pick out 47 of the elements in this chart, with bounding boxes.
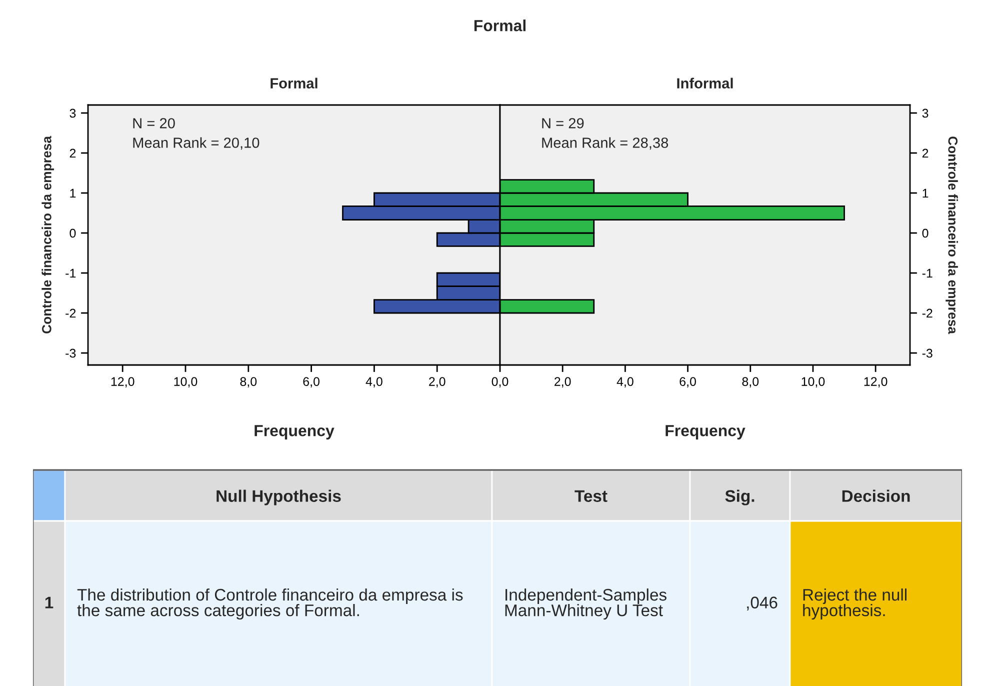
text: Independent-Samples Mann-Whitney U Test [505, 588, 666, 620]
x-tick-label: 10,0 [802, 377, 825, 388]
x-tick-label: 2,0 [554, 377, 571, 388]
text: Decision [842, 490, 910, 502]
text: 1 [45, 596, 54, 608]
y-tick-label: 2 [922, 148, 928, 158]
annotation: N = 20 [133, 118, 175, 128]
annotation: N = 29 [542, 118, 584, 128]
text: The distribution of Controle financeiro da empresa is the same across categories of Formal. [77, 588, 463, 620]
text: Reject the null hypothesis. [803, 588, 906, 620]
y-tick-label: -2 [66, 308, 76, 318]
y-tick-label: 0 [70, 228, 76, 238]
x-tick-label: 8,0 [240, 377, 257, 388]
y-tick-label: -3 [922, 348, 932, 358]
x-axis-title: Frequency [666, 425, 746, 440]
y-tick-label: 3 [922, 108, 928, 118]
y-tick-label: -3 [66, 348, 76, 358]
x-tick-label: 10,0 [174, 377, 198, 388]
x-tick-label: 4,0 [616, 377, 634, 388]
y-axis-title: Controle financeiro da empresa [42, 136, 54, 334]
y-tick-label: -1 [922, 268, 932, 278]
x-tick-label: 2,0 [429, 377, 446, 388]
annotation: Mean Rank = 20,10 [133, 137, 260, 150]
annotation: Mean Rank = 28,38 [542, 137, 668, 150]
text: Null Hypothesis [216, 490, 341, 506]
y-tick-label: 1 [922, 188, 928, 198]
y-axis-title: Controle financeiro da empresa [946, 136, 958, 334]
x-tick-label: 6,0 [680, 377, 696, 388]
chart-title: Formal [270, 78, 318, 88]
chart-title: Informal [677, 78, 733, 88]
y-tick-label: -2 [922, 308, 932, 318]
y-tick-label: 3 [70, 108, 76, 118]
y-tick-label: -1 [66, 268, 76, 278]
x-axis-title: Frequency [254, 425, 334, 440]
text: ,046 [747, 596, 778, 610]
x-tick-label: 6,0 [303, 377, 320, 388]
y-tick-label: 0 [922, 228, 928, 238]
x-tick-label: 8,0 [742, 377, 759, 388]
x-tick-label: 12,0 [864, 377, 888, 388]
y-tick-label: 1 [70, 188, 76, 198]
text: Formal [474, 20, 526, 32]
text: Sig. [725, 490, 754, 506]
x-tick-label: 12,0 [111, 377, 134, 388]
text: Test [574, 490, 608, 502]
x-tick-label: 4,0 [366, 377, 382, 388]
x-tick-label: 0,0 [492, 377, 508, 388]
y-tick-label: 2 [70, 148, 76, 158]
